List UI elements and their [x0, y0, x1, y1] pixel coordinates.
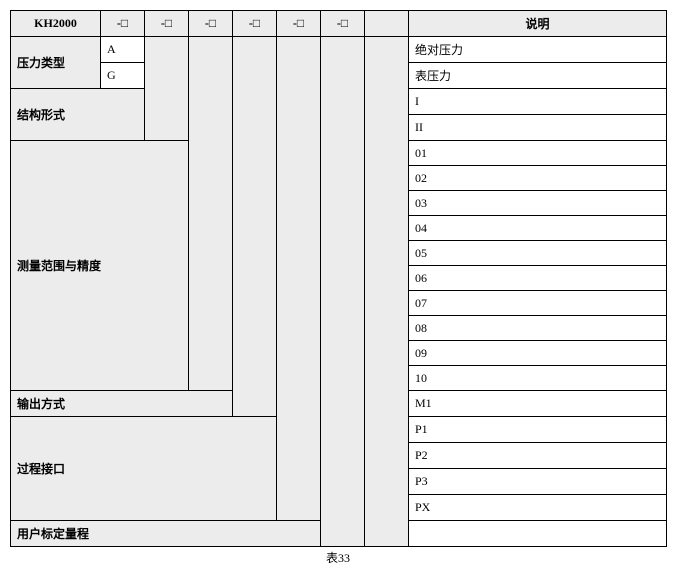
header-dash-1: -□	[101, 11, 145, 37]
pressure-desc-1: 表压力	[409, 63, 667, 89]
structure-label: 结构形式	[11, 89, 145, 141]
range-label: 测量范围与精度	[11, 141, 189, 391]
range-code-8: 09	[409, 341, 667, 366]
header-model: KH2000	[11, 11, 101, 37]
blank-c3	[189, 37, 233, 391]
process-code-0: P1	[409, 417, 667, 443]
range-code-5: 06	[409, 266, 667, 291]
range-code-7: 08	[409, 316, 667, 341]
table-caption: 表33	[10, 547, 666, 566]
blank-c7	[365, 37, 409, 547]
structure-code-1: II	[409, 115, 667, 141]
process-code-1: P2	[409, 443, 667, 469]
header-dash-6: -□	[321, 11, 365, 37]
userrange-label: 用户标定量程	[11, 521, 321, 547]
process-code-3: PX	[409, 495, 667, 521]
header-desc-title: 说明	[409, 11, 667, 37]
header-dash-3: -□	[189, 11, 233, 37]
process-label: 过程接口	[11, 417, 277, 521]
range-code-9: 10	[409, 366, 667, 391]
range-code-1: 02	[409, 166, 667, 191]
header-dash-2: -□	[145, 11, 189, 37]
range-code-0: 01	[409, 141, 667, 166]
spec-table: KH2000 -□ -□ -□ -□ -□ -□ 说明 压力类型 A 绝对压力 …	[10, 10, 667, 547]
userrange-desc	[409, 521, 667, 547]
pressure-code-1: G	[101, 63, 145, 89]
pressure-desc-0: 绝对压力	[409, 37, 667, 63]
structure-code-0: I	[409, 89, 667, 115]
blank-c6	[321, 37, 365, 547]
blank-c5	[277, 37, 321, 521]
pressure-label: 压力类型	[11, 37, 101, 89]
process-code-2: P3	[409, 469, 667, 495]
range-code-2: 03	[409, 191, 667, 216]
blank-c4	[233, 37, 277, 417]
output-label: 输出方式	[11, 391, 233, 417]
range-code-4: 05	[409, 241, 667, 266]
range-code-3: 04	[409, 216, 667, 241]
header-dash-5: -□	[277, 11, 321, 37]
header-dash-4: -□	[233, 11, 277, 37]
header-dash-7	[365, 11, 409, 37]
blank-c2	[145, 37, 189, 141]
pressure-row-0: 压力类型 A 绝对压力	[11, 37, 667, 63]
table-header-row: KH2000 -□ -□ -□ -□ -□ -□ 说明	[11, 11, 667, 37]
output-code-0: M1	[409, 391, 667, 417]
range-code-6: 07	[409, 291, 667, 316]
pressure-code-0: A	[101, 37, 145, 63]
